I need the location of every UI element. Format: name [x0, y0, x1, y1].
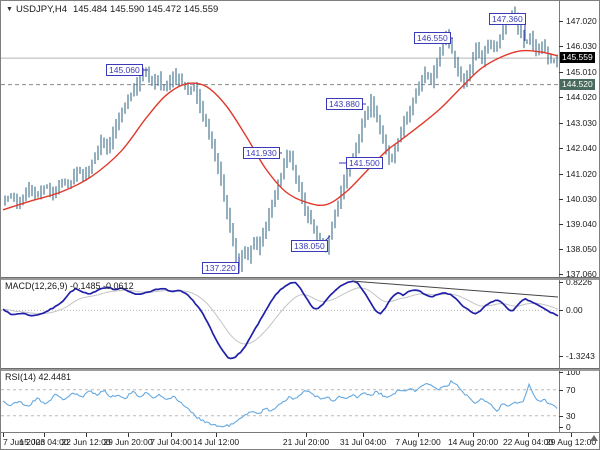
chart-ohlc-values: 145.484 145.590 145.472 145.559: [72, 4, 219, 15]
price-annotation: 137.220: [202, 262, 239, 274]
price-annotation: 141.930: [243, 147, 280, 159]
price-panel[interactable]: [1, 1, 560, 277]
time-axis[interactable]: 7 Jun 2023 15 Jun 04:00 22 Jun 12:00 29 Jun…: [1, 432, 599, 449]
rsi-axis-tick: [559, 372, 563, 373]
time-axis-label: 7 Jun 2023: [3, 437, 46, 447]
rsi-chart-canvas[interactable]: [1, 370, 559, 432]
price-axis-tick-label: 144.020: [566, 92, 597, 102]
price-annotation: 145.060: [106, 64, 143, 76]
timeline-end-arrow-icon: [590, 435, 598, 441]
macd-axis-tick: [559, 310, 563, 311]
rsi-indicator-label: RSI(14) 42.4481: [5, 372, 72, 382]
price-annotation: 138.050: [291, 240, 328, 252]
price-axis-tick: [559, 46, 563, 47]
rsi-axis-tick-label: 0: [566, 422, 571, 432]
time-axis-label: 22 Jun 12:00: [61, 437, 111, 447]
rsi-axis-tick: [559, 416, 563, 417]
macd-indicator-label: MACD(12,26,9) -0.1485 -0.0612: [5, 281, 134, 291]
time-axis-label: 31 Jul 04:00: [339, 437, 387, 447]
price-axis-tick-label: 137.060: [566, 269, 597, 279]
macd-axis-tick: [559, 282, 563, 283]
rsi-panel[interactable]: [1, 370, 560, 432]
price-axis-tick: [559, 72, 563, 73]
price-annotation: 143.880: [326, 98, 363, 110]
rsi-axis-tick-label: 70: [566, 385, 576, 395]
price-axis-tick-label: 140.030: [566, 194, 597, 204]
price-axis-tick-label: 138.050: [566, 244, 597, 254]
macd-panel[interactable]: [1, 279, 560, 368]
rsi-axis-tick: [559, 427, 563, 428]
price-chart-canvas[interactable]: [1, 1, 559, 277]
time-axis-tick: [418, 433, 419, 437]
time-axis-label: 22 Aug 04:00: [502, 437, 554, 447]
price-axis-tick: [559, 224, 563, 225]
time-axis-tick: [571, 433, 572, 437]
time-axis-tick: [44, 433, 45, 437]
macd-axis-tick-label: 0.8226: [566, 277, 592, 287]
price-axis-tick-label: 146.030: [566, 41, 597, 51]
price-annotation: 147.360: [489, 13, 526, 25]
time-axis-label: 14 Jul 12:00: [192, 437, 240, 447]
price-axis-tick: [559, 97, 563, 98]
time-axis-label: 15 Jun 04:00: [19, 437, 69, 447]
price-axis-tick: [559, 21, 563, 22]
time-axis-label: 7 Aug 12:00: [395, 437, 441, 447]
time-axis-tick: [473, 433, 474, 437]
chart-title: ▼ USDJPY,H4 145.484 145.590 145.472 145.55…: [6, 4, 218, 15]
price-axis-tick-label: 145.010: [566, 67, 597, 77]
time-axis-tick: [86, 433, 87, 437]
price-axis-tick: [559, 148, 563, 149]
macd-axis-tick-label: -1.3243: [566, 351, 595, 361]
time-axis-tick: [128, 433, 129, 437]
time-axis-label: 29 Jun 20:00: [103, 437, 153, 447]
time-axis-tick: [216, 433, 217, 437]
time-axis-label: 21 Jul 20:00: [282, 437, 330, 447]
chart-symbol-timeframe: USDJPY,H4: [15, 4, 67, 15]
panel-separator[interactable]: [1, 368, 599, 371]
macd-axis-tick-label: 0.00: [566, 305, 583, 315]
time-axis-label: 14 Aug 20:00: [447, 437, 499, 447]
rsi-axis-tick-label: 30: [566, 411, 576, 421]
price-axis-tick: [559, 199, 563, 200]
price-axis-tick: [559, 174, 563, 175]
price-axis-tick: [559, 123, 563, 124]
time-axis-tick: [3, 433, 4, 437]
macd-axis-tick: [559, 356, 563, 357]
rsi-axis-tick-label: 100: [566, 367, 581, 377]
panel-separator[interactable]: [1, 277, 599, 280]
price-axis-tick-label: 139.040: [566, 219, 597, 229]
current-price-badge: 145.559: [560, 52, 595, 63]
time-axis-label: 7 Jul 04:00: [150, 437, 192, 447]
price-annotation: 146.550: [414, 32, 451, 44]
level-price-badge: 144.520: [560, 79, 595, 90]
price-annotation: 141.500: [346, 157, 383, 169]
rsi-axis-tick: [559, 390, 563, 391]
macd-chart-canvas[interactable]: [1, 279, 559, 368]
time-axis-tick: [528, 433, 529, 437]
symbol-dropdown-icon[interactable]: ▼: [6, 6, 13, 13]
price-axis-tick-label: 142.040: [566, 143, 597, 153]
time-axis-tick: [171, 433, 172, 437]
price-axis-tick-label: 147.020: [566, 16, 597, 26]
price-axis-tick: [559, 249, 563, 250]
time-axis-label: 29 Aug 12:00: [545, 437, 597, 447]
right-price-axis[interactable]: 147.020 146.030 145.010 144.020 143.030 142.0…: [559, 1, 599, 432]
price-axis-tick-label: 141.020: [566, 169, 597, 179]
price-axis-tick-label: 143.030: [566, 118, 597, 128]
time-axis-tick: [363, 433, 364, 437]
price-axis-tick: [559, 274, 563, 275]
time-axis-tick: [306, 433, 307, 437]
